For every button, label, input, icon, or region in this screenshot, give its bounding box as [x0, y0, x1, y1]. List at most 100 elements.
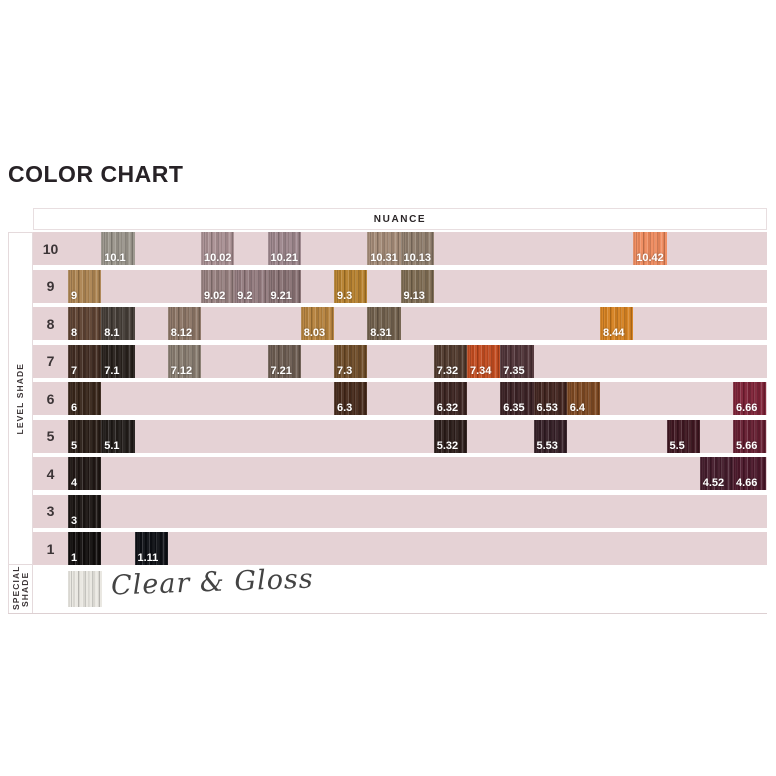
swatch-label: 4: [71, 477, 78, 489]
swatch-label: 10.21: [270, 252, 299, 264]
swatch-label: 8.12: [170, 327, 193, 339]
swatch-8.44: 8.44: [600, 307, 634, 340]
swatch-label: 9.13: [403, 289, 425, 302]
swatch-label: 9.21: [270, 289, 292, 302]
swatch-label: 4.52: [702, 477, 725, 489]
swatch-6.32: 6.32: [433, 382, 467, 415]
level-number: 5: [46, 428, 55, 444]
swatch-label: 4.66: [736, 477, 758, 489]
swatch-10.21: 10.21: [267, 232, 301, 265]
level-row-7: 7 7 7.1 7.12 7.21 7.3 7.32 7.34 7.35: [33, 344, 767, 378]
swatch-8.03: 8.03: [300, 307, 334, 340]
swatch-7.12: 7.12: [167, 344, 201, 378]
level-shade-label: LEVEL SHADE: [15, 362, 25, 435]
special-shade-sidebar: SPECIAL SHADE: [8, 564, 33, 614]
level-number: 3: [46, 503, 55, 519]
swatch-label: 3: [71, 514, 78, 527]
swatch-label: 7.21: [270, 364, 292, 377]
swatch-label: 10.02: [204, 252, 232, 264]
swatch-label: 9.3: [337, 289, 353, 302]
swatch-label: 7.34: [470, 364, 492, 377]
level-row-1: 1 1 1.11: [33, 532, 767, 565]
swatch-4: 4: [68, 457, 102, 490]
swatch-10.02: 10.02: [201, 232, 235, 265]
swatch-5.1: 5.1: [101, 419, 135, 453]
swatch-label: 9.2: [237, 289, 253, 302]
nuance-label: NUANCE: [373, 213, 427, 225]
bottom-divider: [8, 613, 767, 614]
swatch-7.35: 7.35: [500, 344, 534, 378]
level-row-10: 10 10.1 10.02 10.21 10.31 10.13 10.42: [33, 232, 767, 265]
swatch-label: 1.11: [137, 552, 159, 564]
swatch-label: 8.1: [104, 327, 120, 339]
swatch-5.53: 5.53: [533, 419, 567, 453]
level-row-5: 5 5 5.1 5.32 5.53 5.5 5.66: [33, 419, 767, 453]
swatch-label: 5.66: [736, 439, 758, 452]
level-row-4: 4 4 4.52 4.66: [33, 457, 767, 490]
level-shade-sidebar: LEVEL SHADE: [8, 232, 33, 565]
swatch-label: 6.4: [569, 402, 586, 414]
swatch-label: 6.53: [536, 402, 558, 414]
swatch-10.13: 10.13: [400, 232, 434, 265]
swatch-9: 9: [68, 269, 102, 303]
swatch-label: 6.32: [436, 402, 459, 414]
level-row-8: 8 8 8.1 8.12 8.03 8.31 8.44: [33, 307, 767, 340]
swatch-label: 6.3: [337, 402, 353, 414]
swatch-label: 10.1: [104, 252, 126, 264]
swatch-10.1: 10.1: [101, 232, 135, 265]
special-shade-label: SPECIAL SHADE: [10, 565, 30, 610]
swatch-label: 8: [71, 327, 78, 339]
swatch-6.35: 6.35: [500, 382, 534, 415]
swatch-6.53: 6.53: [533, 382, 567, 415]
level-number: 6: [46, 390, 55, 407]
swatch-label: 10.42: [636, 252, 664, 264]
swatch-label: 7: [71, 364, 78, 377]
swatch-6: 6: [68, 382, 102, 415]
swatch-1.11: 1.11: [134, 532, 168, 565]
swatch-5.66: 5.66: [733, 419, 767, 453]
swatch-8.1: 8.1: [101, 307, 135, 340]
swatch-8.12: 8.12: [167, 307, 201, 340]
level-number: 4: [46, 465, 55, 482]
swatch-label: 10.13: [403, 252, 432, 264]
special-shade-row: Clear & Gloss: [33, 563, 767, 613]
swatch-9.02: 9.02: [201, 269, 235, 303]
swatch-4.66: 4.66: [733, 457, 767, 490]
swatch-label: 6.66: [736, 402, 758, 414]
clear-gloss-swatch: [68, 571, 102, 607]
swatch-label: 5.5: [669, 439, 685, 452]
swatch-label: 10.31: [370, 252, 398, 264]
level-number: 9: [46, 278, 55, 294]
level-row-9: 9 9 9.02 9.2 9.21 9.3 9.13: [33, 269, 767, 303]
level-number: 1: [46, 540, 55, 557]
swatch-6.4: 6.4: [566, 382, 600, 415]
swatch-7.3: 7.3: [334, 344, 368, 378]
swatch-3: 3: [68, 494, 102, 528]
swatch-10.42: 10.42: [633, 232, 667, 265]
swatch-4.52: 4.52: [699, 457, 733, 490]
swatch-9.13: 9.13: [400, 269, 434, 303]
swatch-label: 8.03: [303, 327, 326, 339]
swatch-8.31: 8.31: [367, 307, 401, 340]
level-number: 8: [46, 315, 55, 332]
swatch-label: 7.1: [104, 364, 120, 377]
swatch-label: 6.35: [503, 402, 525, 414]
swatch-9.3: 9.3: [334, 269, 368, 303]
swatch-label: 7.12: [170, 364, 193, 377]
level-number: 10: [42, 240, 59, 257]
swatch-5.5: 5.5: [666, 419, 700, 453]
swatch-label: 8.44: [603, 327, 625, 339]
swatch-label: 5.32: [436, 439, 459, 452]
clear-gloss-script-label: Clear & Gloss: [110, 563, 315, 602]
swatch-label: 7.3: [337, 364, 353, 377]
level-row-6: 6 6 6.3 6.32 6.35 6.53 6.4 6.66: [33, 382, 767, 415]
nuance-header: NUANCE: [33, 208, 767, 230]
swatch-label: 5: [71, 439, 78, 452]
swatch-label: 7.35: [503, 364, 525, 377]
swatch-9.2: 9.2: [234, 269, 268, 303]
swatch-label: 8.31: [370, 327, 392, 339]
swatch-6.3: 6.3: [334, 382, 368, 415]
swatch-7: 7: [68, 344, 102, 378]
